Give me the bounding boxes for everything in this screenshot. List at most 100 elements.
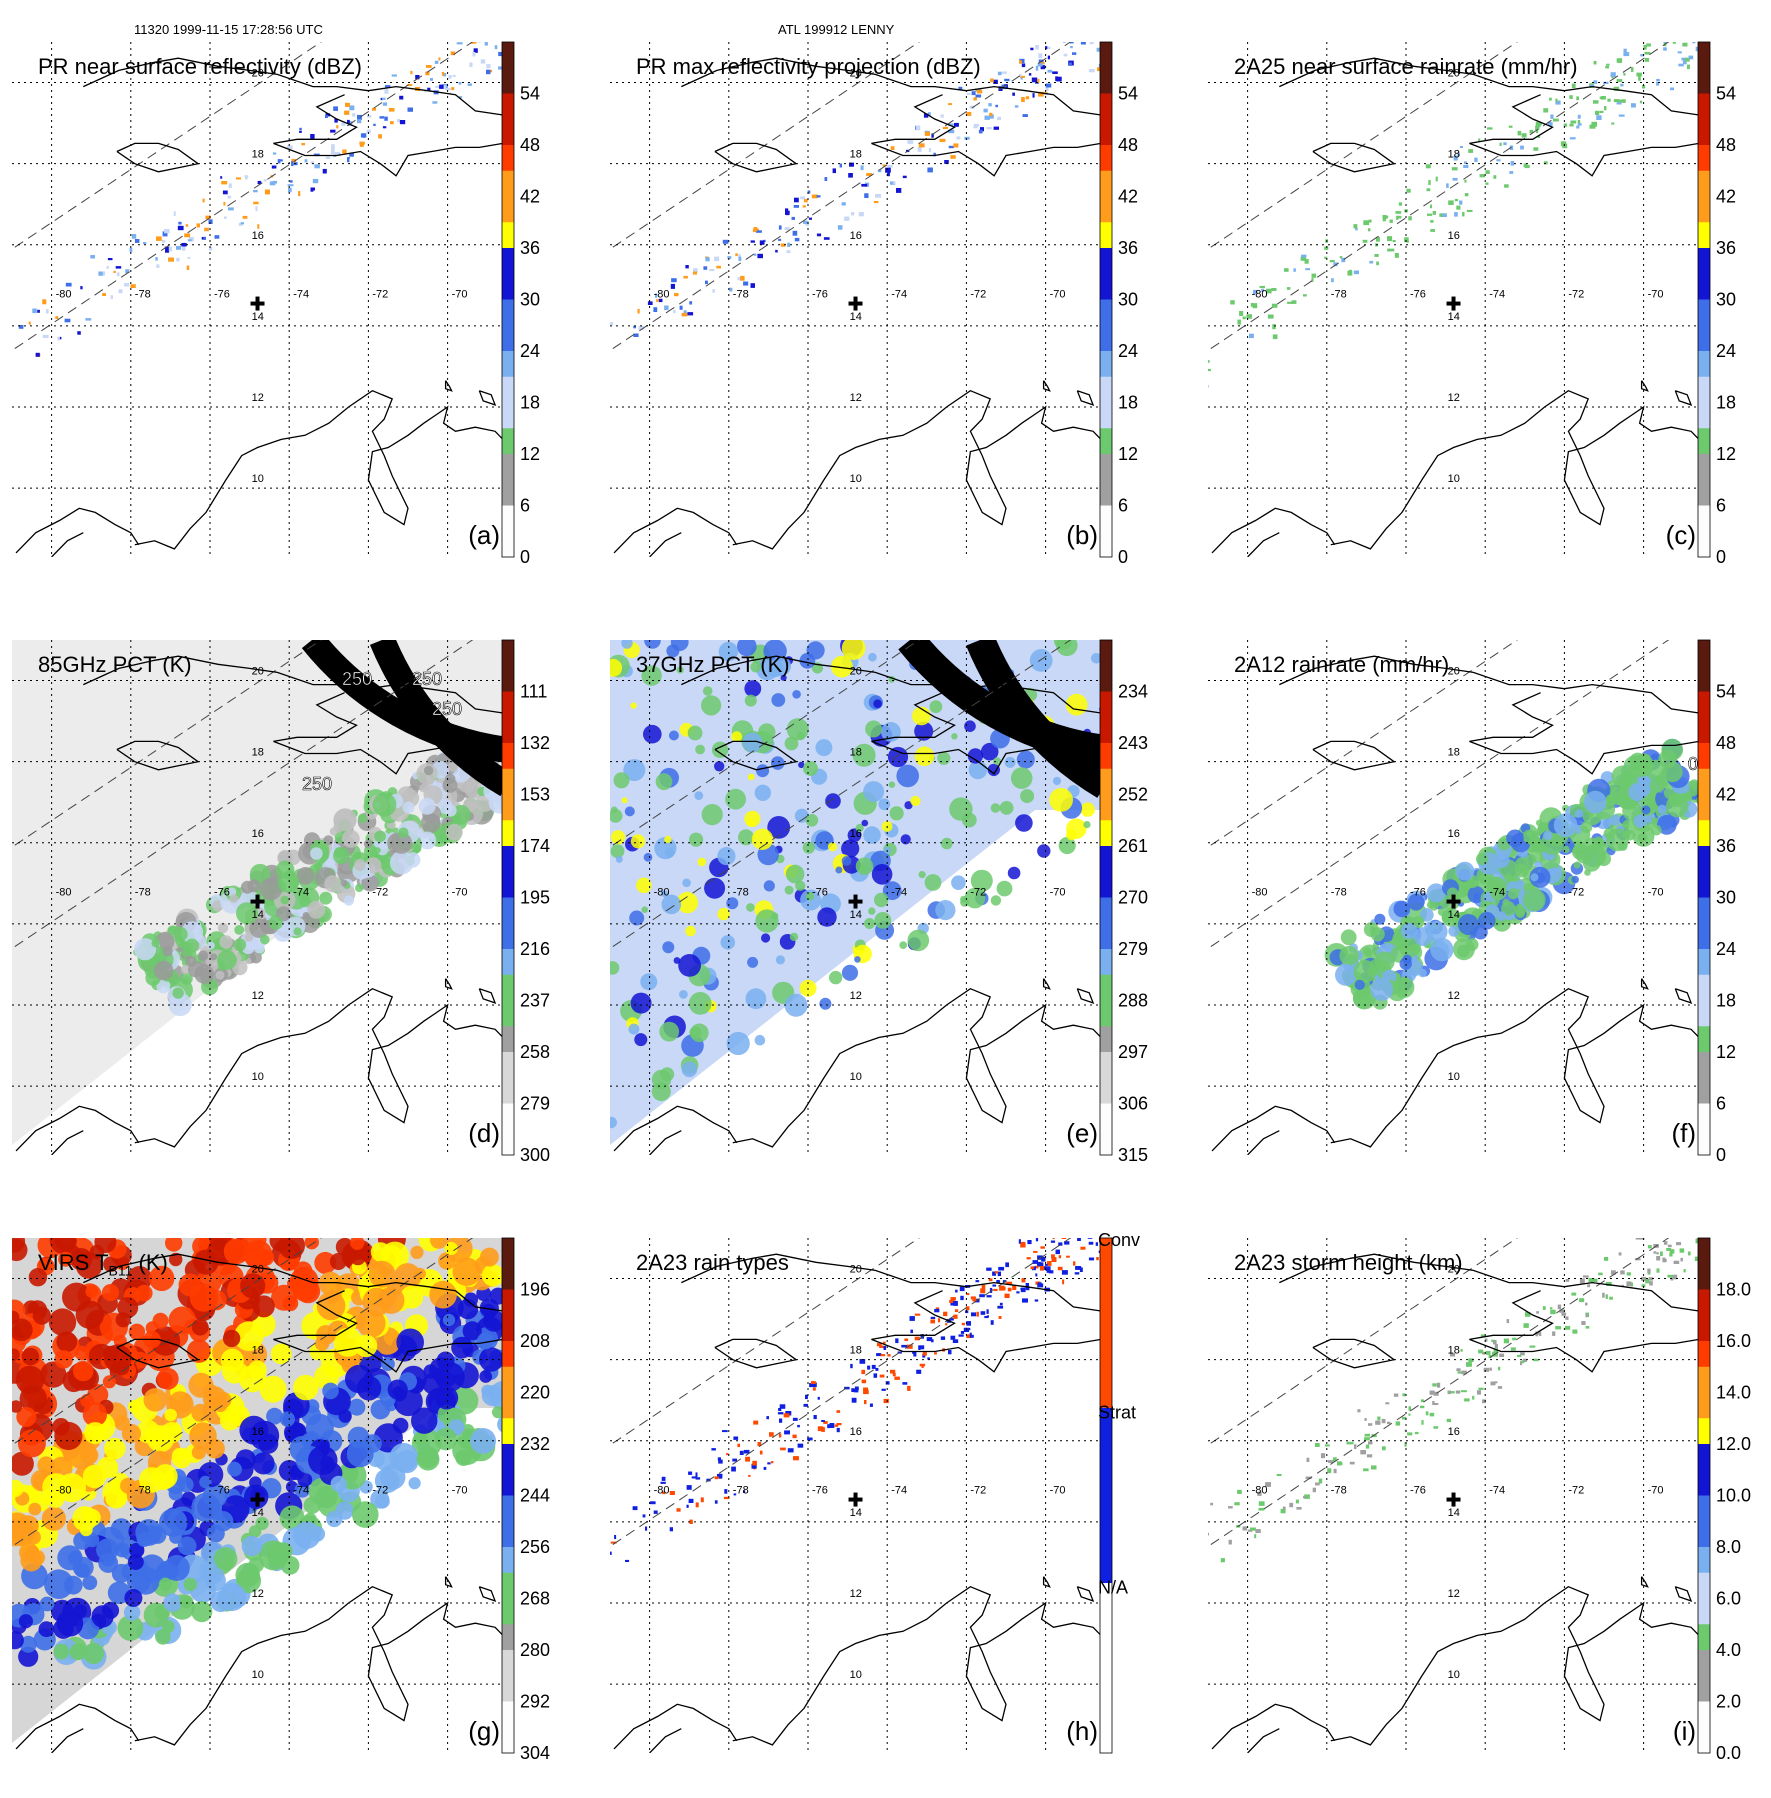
pr-echo [1259,1508,1265,1511]
pr-echo [1617,79,1623,82]
colorbar-segment [1100,717,1112,743]
pr-echo [1029,73,1031,76]
colorbar-tick-label: 36 [1716,836,1736,856]
pr-echo [432,101,437,104]
virs-pixel [128,1400,141,1413]
pr-echo [1463,165,1468,168]
virs-pixel [76,1301,104,1329]
pr-echo [1228,1506,1233,1508]
coastline [1642,979,1648,989]
data-pixel [445,805,457,817]
pr-echo [1000,1303,1003,1306]
virs-pixel [103,1346,119,1362]
pr-echo [156,264,159,268]
colorbar-tick-label: Strat [1098,1402,1136,1422]
pr-echo [102,293,106,296]
colorbar-tick-label: 48 [1716,135,1736,155]
data-pixel [701,695,721,715]
colorbar-segment [1698,274,1710,300]
pr-echo [1272,304,1278,308]
pr-echo [456,37,462,41]
data-pixel [771,756,785,770]
pr-echo [1035,1299,1039,1301]
colorbar-tick-label: 8.0 [1716,1537,1741,1557]
pr-echo [383,126,386,128]
colorbar-segment [502,1052,514,1078]
colorbar-segment [1100,1078,1112,1104]
pr-echo [662,1477,666,1481]
pr-echo [821,1420,825,1422]
pr-echo [46,309,49,314]
pr-echo [863,1390,869,1395]
map-h: -80-78-76-74-72-70101214161820ConvStratN… [610,1238,1170,1798]
pr-echo [1387,1422,1391,1424]
pr-echo [516,33,520,35]
colorbar-tick-label: 42 [1716,785,1736,805]
data-pixel [1571,876,1579,884]
colorbar-segment [1698,1444,1710,1470]
lat-label: 18 [850,1345,862,1357]
data-pixel [873,699,882,708]
pr-echo [793,1418,798,1421]
colorbar-segment [1100,769,1112,795]
lon-label: -78 [733,1484,749,1496]
colorbar-segment [1100,325,1112,351]
pr-echo [1360,1450,1366,1454]
pr-echo [837,1428,840,1432]
data-pixel [819,998,831,1010]
lon-label: -72 [372,886,388,898]
pr-echo [1493,175,1496,179]
pr-echo [98,272,102,276]
data-pixel [294,927,302,935]
virs-pixel [28,1503,41,1516]
panel-title-h: 2A23 rain types [636,1250,789,1276]
pr-echo [1581,1321,1585,1325]
pr-echo [687,1505,689,1508]
colorbar-tick-label: 297 [1118,1042,1148,1062]
pr-echo [1069,62,1072,66]
pr-echo [689,1499,694,1503]
virs-pixel [117,1297,138,1318]
pr-echo [229,183,232,188]
pr-echo [1543,108,1548,112]
data-pixel [828,842,837,851]
pr-echo [223,202,225,206]
pr-echo [1592,1279,1597,1282]
pr-echo [1368,1423,1372,1426]
coastline [1313,1339,1394,1367]
lat-label: 14 [1448,311,1460,323]
lat-label: 16 [1448,230,1460,242]
pr-echo [1088,36,1091,40]
pr-echo [1479,1388,1484,1390]
coastline [1212,1106,1335,1151]
pr-echo [1080,1267,1083,1272]
coastline [273,95,356,144]
pr-echo [203,237,206,240]
pr-echo [1031,1266,1034,1269]
virs-pixel [210,1591,231,1612]
data-pixel [1515,908,1525,918]
colorbar-tick-label: 2.0 [1716,1692,1741,1712]
virs-pixel [435,1362,465,1392]
pr-echo [956,136,960,139]
pr-echo [168,258,174,262]
pr-echo [1668,1245,1672,1248]
pr-echo [1657,1268,1660,1272]
data-pixel [412,844,421,853]
pr-echo [143,242,146,244]
pr-echo [1580,1279,1585,1284]
pr-echo [473,52,476,56]
pr-echo [953,143,958,147]
pr-echo [664,306,669,311]
pr-echo [1363,220,1369,225]
pr-echo [598,367,601,371]
data-pixel [1515,863,1529,877]
colorbar-segment [502,1650,514,1676]
pr-echo [1461,1390,1467,1392]
pr-echo [1626,1281,1631,1286]
virs-pixel [5,1239,27,1261]
colorbar-segment [502,68,514,94]
